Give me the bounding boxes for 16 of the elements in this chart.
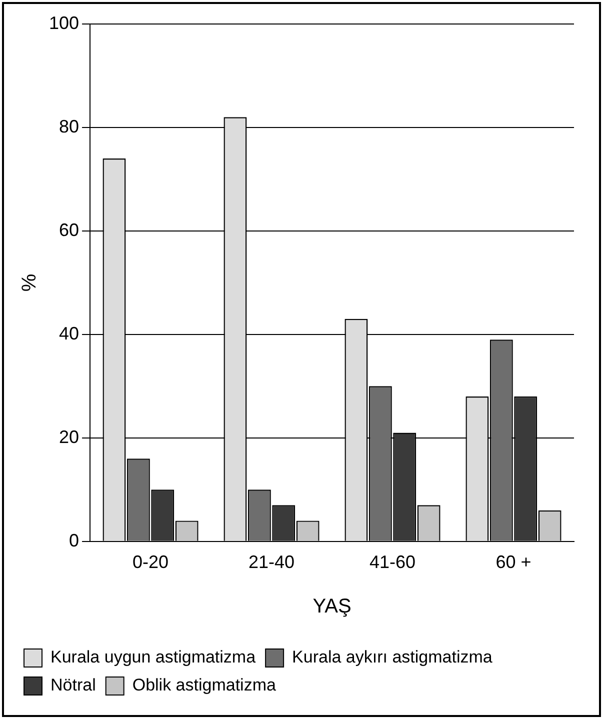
legend-label: Nötral [50, 676, 96, 695]
y-tick-label: 80 [59, 116, 80, 136]
y-tick-label: 40 [59, 323, 80, 344]
x-tick-label: 60 + [496, 552, 532, 572]
legend-label: Oblik astigmatizma [132, 676, 276, 695]
legend-label: Kurala uygun astigmatizma [50, 648, 256, 667]
y-axis-title: % [18, 274, 41, 292]
legend-label: Kurala aykırı astigmatizma [292, 648, 493, 667]
x-axis-title: YAŞ [312, 596, 352, 618]
x-tick-label: 0-20 [132, 552, 169, 572]
y-tick-label: 20 [59, 426, 80, 447]
x-tick-label: 41-60 [369, 552, 416, 572]
x-tick-label: 21-40 [248, 552, 295, 572]
y-tick-label: 100 [48, 12, 80, 33]
y-tick-label: 0 [69, 530, 80, 550]
y-tick-label: 60 [59, 220, 80, 240]
